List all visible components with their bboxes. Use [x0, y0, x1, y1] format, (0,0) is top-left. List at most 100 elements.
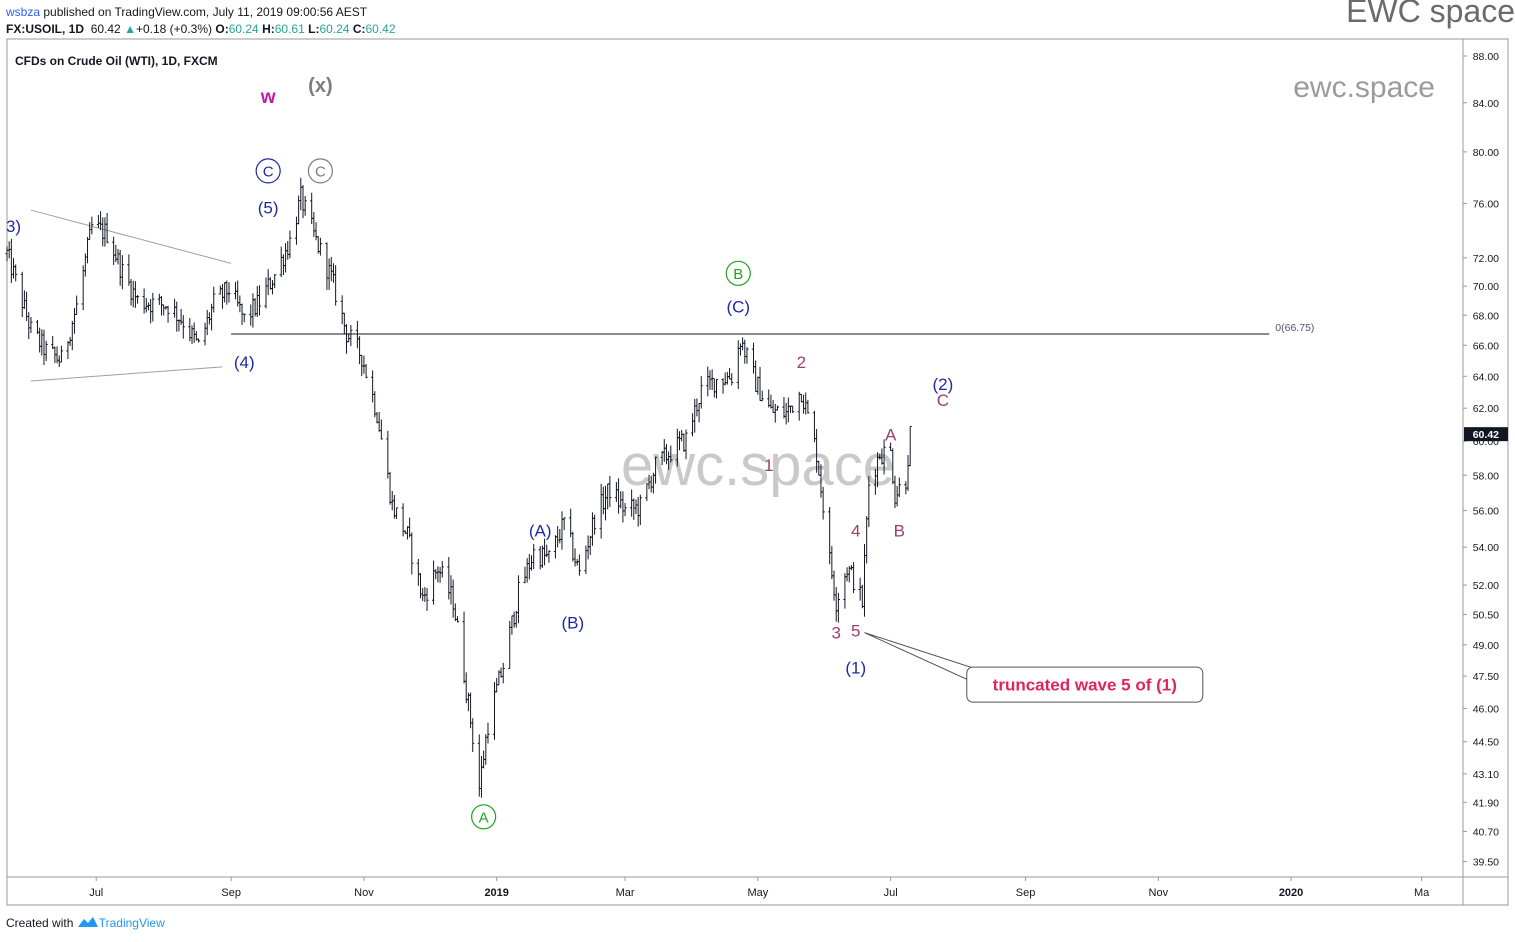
ohlc-bar	[90, 216, 94, 235]
ohlc-bar	[804, 392, 808, 415]
ohlc-bar	[830, 546, 834, 580]
time-axis[interactable]: Jul Sep Nov 2019 Mar May Jul Sep Nov 2020 Ma	[89, 877, 1430, 899]
ohlc-bar	[342, 312, 346, 334]
ohlc-bar	[797, 391, 801, 421]
ohlc-bar	[268, 277, 272, 290]
price-tick-label: 66.00	[1473, 340, 1499, 352]
ohlc-bar	[283, 243, 288, 273]
ohlc-bar	[340, 295, 344, 325]
ohlc-bar	[571, 531, 575, 562]
callout-pointer	[864, 632, 978, 682]
wave-label: A	[885, 425, 897, 444]
ohlc-bar	[347, 333, 351, 343]
time-tick-label: Jul	[884, 887, 898, 899]
ohlc-bar	[725, 371, 729, 385]
time-tick-label: Sep	[221, 887, 241, 899]
price-tick-label: 62.00	[1473, 403, 1499, 415]
last-price: 60.42	[90, 22, 121, 36]
ohlc-bar	[377, 412, 381, 432]
ohlc-bar	[416, 559, 420, 586]
ohlc-bar	[294, 216, 299, 245]
ohlc-bar	[558, 529, 562, 544]
ohlc-bar	[882, 439, 886, 475]
ohlc-bar	[484, 734, 488, 765]
ohlc-bar	[438, 567, 442, 583]
open-value: 60.24	[228, 22, 259, 36]
ohlc-bar	[751, 342, 756, 374]
ohlc-bar	[257, 285, 262, 316]
ohlc-bar	[865, 516, 869, 564]
ohlc-bar	[38, 327, 42, 353]
callout-text: truncated wave 5 of (1)	[993, 676, 1177, 695]
ohlc-bar	[227, 282, 231, 303]
ohlc-bar	[542, 538, 547, 566]
ohlc-bar	[590, 512, 595, 546]
ohlc-bar	[386, 430, 390, 479]
ohlc-bar	[166, 305, 170, 323]
ohlc-bar	[255, 285, 259, 317]
triangle-trendline[interactable]	[30, 209, 232, 264]
ohlc-bar	[710, 369, 714, 390]
ohlc-bar	[455, 616, 460, 623]
ohlc-bar	[205, 309, 209, 336]
ohlc-bar	[207, 312, 212, 325]
ohlc-bar	[791, 405, 795, 414]
ohlc-bar	[464, 672, 468, 704]
ohlc-bar	[421, 588, 425, 601]
ohlc-bar	[273, 274, 277, 289]
tradingview-logo-icon	[77, 917, 98, 927]
ohlc-bar	[834, 586, 838, 622]
ohlc-bar	[477, 734, 481, 797]
ohlc-bar	[756, 376, 760, 395]
ohlc-bar	[264, 277, 268, 309]
ohlc-bar	[712, 378, 716, 398]
ohlc-bar	[636, 496, 640, 527]
ohlc-bar	[801, 394, 806, 414]
ohlc-bar	[101, 217, 105, 247]
ohlc-bar	[738, 343, 743, 356]
wave-label: (x)	[308, 75, 332, 97]
ohlc-bar	[392, 495, 396, 519]
ohlc-bar	[105, 213, 109, 244]
ohlc-bar	[418, 573, 423, 599]
ohlc-bar	[325, 242, 329, 290]
ohlc-bar	[858, 577, 862, 601]
ohlc-bar	[5, 246, 9, 262]
ohlc-bar	[608, 475, 612, 508]
tradingview-link[interactable]: TradingView	[98, 916, 165, 930]
price-tick-label: 72.00	[1473, 253, 1499, 265]
ohlc-bar	[286, 240, 290, 260]
ohlc-bar	[249, 304, 253, 326]
price-tick-label: 47.50	[1473, 671, 1499, 683]
last-price-badge	[1464, 427, 1508, 442]
ohlc-bar	[632, 498, 636, 520]
ohlc-bar	[575, 558, 579, 566]
time-tick-label: Nov	[354, 887, 374, 899]
price-tick-label: 40.70	[1473, 827, 1499, 839]
ohlc-bar	[355, 320, 359, 349]
ohlc-bar	[98, 211, 103, 231]
ohlc-bar	[181, 315, 185, 339]
ohlc-bar	[603, 485, 608, 521]
ohlc-bar	[821, 486, 825, 520]
ohlc-bar	[638, 494, 642, 526]
ohlc-bar	[88, 222, 92, 240]
ohlc-bar	[220, 283, 225, 309]
price-tick-label: 64.00	[1473, 371, 1499, 383]
callout[interactable]: truncated wave 5 of (1)	[864, 632, 1204, 703]
ohlc-bar	[410, 532, 414, 575]
time-tick-label: Sep	[1016, 887, 1036, 899]
price-tick-label: 39.50	[1473, 857, 1499, 869]
triangle-trendline[interactable]	[30, 366, 223, 382]
ohlc-bar	[96, 214, 101, 228]
price-tick-label: 41.90	[1473, 797, 1499, 809]
ohlc-bar	[532, 543, 536, 570]
ohlc-bar	[394, 507, 399, 520]
ohlc-bar	[371, 370, 375, 403]
price-axis[interactable]: 88.00 84.00 80.00 76.00 72.00 70.00 68.00 66.00…	[1463, 51, 1499, 869]
wave-label: 3	[831, 624, 840, 643]
publisher-name[interactable]: wsbza	[6, 5, 41, 19]
ohlc-bar	[693, 398, 697, 433]
